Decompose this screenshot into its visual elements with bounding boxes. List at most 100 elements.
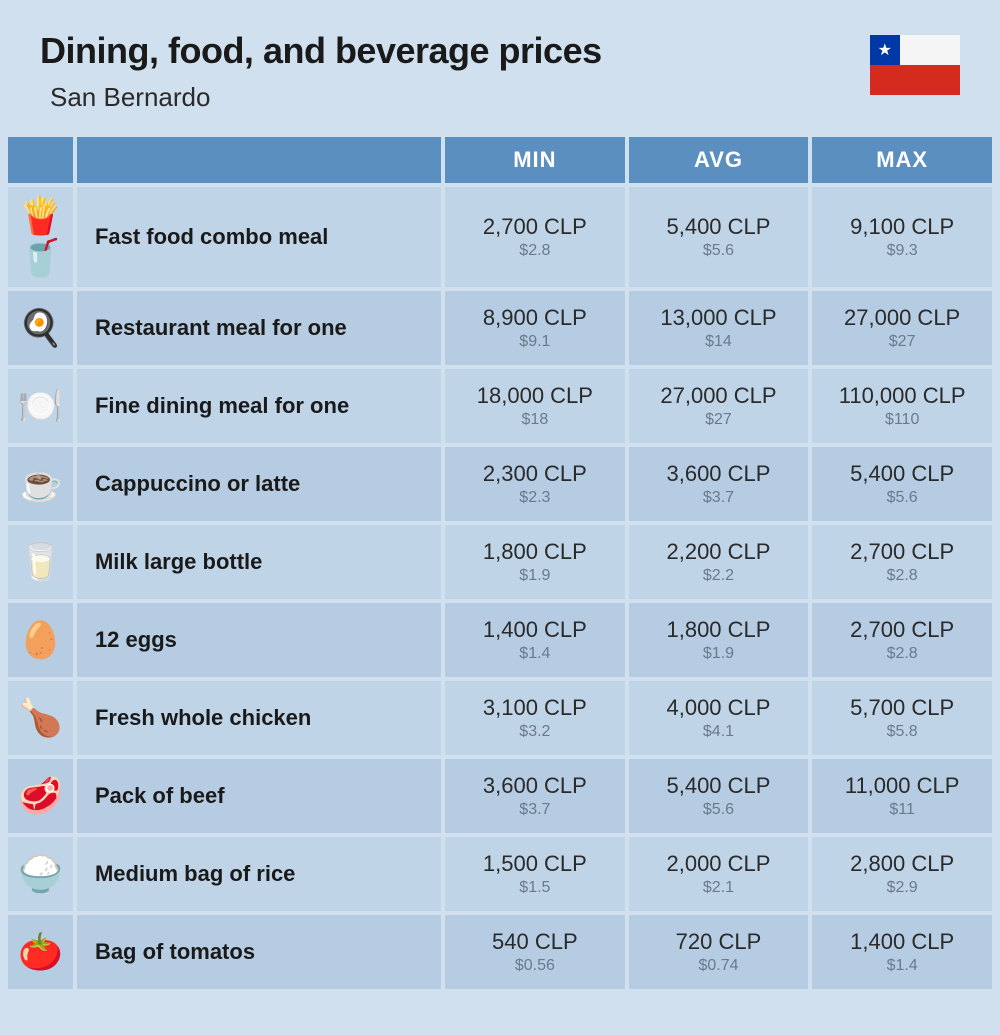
page-title: Dining, food, and beverage prices <box>40 30 602 72</box>
max-local-price: 2,700 CLP <box>822 539 982 565</box>
table-row: 🍅Bag of tomatos540 CLP$0.56720 CLP$0.741… <box>8 915 992 989</box>
max-local-price: 11,000 CLP <box>822 773 982 799</box>
max-cell: 9,100 CLP $9.3 <box>812 187 992 287</box>
min-cell: 3,600 CLP $3.7 <box>445 759 625 833</box>
item-name: Restaurant meal for one <box>77 291 441 365</box>
page-header: Dining, food, and beverage prices San Be… <box>0 0 1000 133</box>
avg-cell: 720 CLP $0.74 <box>629 915 809 989</box>
price-table: MIN AVG MAX 🍟🥤Fast food combo meal2,700 … <box>0 133 1000 993</box>
item-name: Pack of beef <box>77 759 441 833</box>
min-usd-price: $18 <box>455 411 615 429</box>
avg-cell: 5,400 CLP $5.6 <box>629 759 809 833</box>
min-usd-price: $0.56 <box>455 957 615 975</box>
tomatoes-icon: 🍅 <box>8 915 73 989</box>
min-local-price: 1,500 CLP <box>455 851 615 877</box>
min-usd-price: $1.5 <box>455 879 615 897</box>
fast-food-icon: 🍟🥤 <box>8 187 73 287</box>
min-usd-price: $1.9 <box>455 567 615 585</box>
header-text-block: Dining, food, and beverage prices San Be… <box>40 30 602 113</box>
avg-usd-price: $5.6 <box>639 801 799 819</box>
min-usd-price: $2.8 <box>455 242 615 260</box>
min-local-price: 8,900 CLP <box>455 305 615 331</box>
avg-usd-price: $4.1 <box>639 723 799 741</box>
max-local-price: 2,700 CLP <box>822 617 982 643</box>
col-name <box>77 137 441 183</box>
item-name: Milk large bottle <box>77 525 441 599</box>
avg-cell: 2,200 CLP$2.2 <box>629 525 809 599</box>
rice-icon: 🍚 <box>8 837 73 911</box>
min-usd-price: $9.1 <box>455 333 615 351</box>
min-local-price: 2,300 CLP <box>455 461 615 487</box>
avg-local-price: 2,000 CLP <box>639 851 799 877</box>
avg-local-price: 5,400 CLP <box>639 773 799 799</box>
max-cell: 11,000 CLP $11 <box>812 759 992 833</box>
avg-local-price: 1,800 CLP <box>639 617 799 643</box>
avg-local-price: 4,000 CLP <box>639 695 799 721</box>
max-local-price: 5,700 CLP <box>822 695 982 721</box>
max-cell: 1,400 CLP$1.4 <box>812 915 992 989</box>
col-min: MIN <box>445 137 625 183</box>
item-name: 12 eggs <box>77 603 441 677</box>
avg-cell: 4,000 CLP $4.1 <box>629 681 809 755</box>
item-name: Medium bag of rice <box>77 837 441 911</box>
max-usd-price: $9.3 <box>822 242 982 260</box>
item-name: Cappuccino or latte <box>77 447 441 521</box>
avg-usd-price: $0.74 <box>639 957 799 975</box>
item-name: Fast food combo meal <box>77 187 441 287</box>
max-usd-price: $2.9 <box>822 879 982 897</box>
min-cell: 1,500 CLP $1.5 <box>445 837 625 911</box>
table-row: 🍟🥤Fast food combo meal2,700 CLP$2.85,400… <box>8 187 992 287</box>
max-usd-price: $110 <box>822 411 982 429</box>
min-usd-price: $3.2 <box>455 723 615 741</box>
min-cell: 1,400 CLP$1.4 <box>445 603 625 677</box>
avg-local-price: 720 CLP <box>639 929 799 955</box>
avg-usd-price: $27 <box>639 411 799 429</box>
max-usd-price: $5.8 <box>822 723 982 741</box>
max-cell: 2,700 CLP$2.8 <box>812 525 992 599</box>
avg-cell: 27,000 CLP $27 <box>629 369 809 443</box>
avg-cell: 5,400 CLP$5.6 <box>629 187 809 287</box>
max-cell: 2,700 CLP$2.8 <box>812 603 992 677</box>
table-row: 🍳Restaurant meal for one 8,900 CLP $9.1 13,… <box>8 291 992 365</box>
avg-local-price: 27,000 CLP <box>639 383 799 409</box>
min-cell: 2,700 CLP$2.8 <box>445 187 625 287</box>
min-local-price: 3,100 CLP <box>455 695 615 721</box>
chile-flag-icon: ★ <box>870 35 960 95</box>
min-local-price: 18,000 CLP <box>455 383 615 409</box>
avg-usd-price: $2.2 <box>639 567 799 585</box>
milk-icon: 🥛 <box>8 525 73 599</box>
avg-usd-price: $1.9 <box>639 645 799 663</box>
table-row: 🥩Pack of beef 3,600 CLP $3.7 5,400 CLP $5.6 1… <box>8 759 992 833</box>
max-usd-price: $11 <box>822 801 982 819</box>
max-local-price: 27,000 CLP <box>822 305 982 331</box>
table-row: 🥛Milk large bottle 1,800 CLP $1.9 2,200 CLP… <box>8 525 992 599</box>
avg-usd-price: $14 <box>639 333 799 351</box>
min-usd-price: $2.3 <box>455 489 615 507</box>
table-row: 🍚Medium bag of rice 1,500 CLP $1.5 2,000 CL… <box>8 837 992 911</box>
min-local-price: 540 CLP <box>455 929 615 955</box>
col-icon <box>8 137 73 183</box>
max-local-price: 9,100 CLP <box>822 214 982 240</box>
min-local-price: 1,400 CLP <box>455 617 615 643</box>
min-cell: 540 CLP $0.56 <box>445 915 625 989</box>
restaurant-meal-icon: 🍳 <box>8 291 73 365</box>
avg-cell: 13,000 CLP$14 <box>629 291 809 365</box>
beef-icon: 🥩 <box>8 759 73 833</box>
avg-cell: 3,600 CLP $3.7 <box>629 447 809 521</box>
avg-usd-price: $3.7 <box>639 489 799 507</box>
avg-cell: 2,000 CLP$2.1 <box>629 837 809 911</box>
min-cell: 2,300 CLP $2.3 <box>445 447 625 521</box>
min-usd-price: $3.7 <box>455 801 615 819</box>
coffee-icon: ☕ <box>8 447 73 521</box>
min-cell: 3,100 CLP $3.2 <box>445 681 625 755</box>
max-cell: 5,400 CLP$5.6 <box>812 447 992 521</box>
avg-local-price: 5,400 CLP <box>639 214 799 240</box>
max-usd-price: $27 <box>822 333 982 351</box>
avg-local-price: 3,600 CLP <box>639 461 799 487</box>
min-cell: 8,900 CLP $9.1 <box>445 291 625 365</box>
max-local-price: 110,000 CLP <box>822 383 982 409</box>
max-usd-price: $5.6 <box>822 489 982 507</box>
min-local-price: 3,600 CLP <box>455 773 615 799</box>
min-local-price: 1,800 CLP <box>455 539 615 565</box>
fine-dining-icon: 🍽️ <box>8 369 73 443</box>
